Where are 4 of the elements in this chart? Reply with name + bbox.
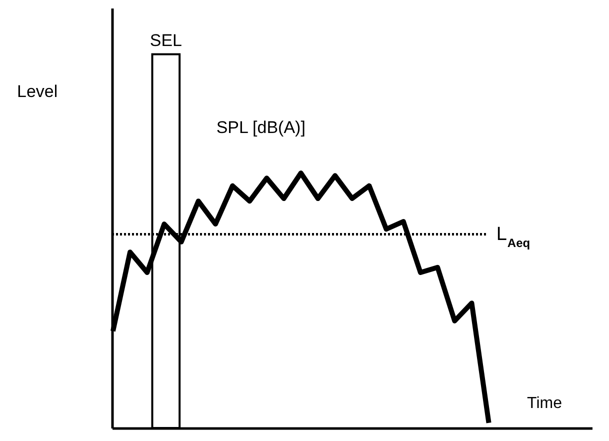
text: SEL — [150, 31, 182, 50]
x-axis-title: Time — [527, 395, 562, 412]
text: SPL [dB(A)] — [216, 118, 306, 138]
text: Level — [17, 82, 58, 101]
